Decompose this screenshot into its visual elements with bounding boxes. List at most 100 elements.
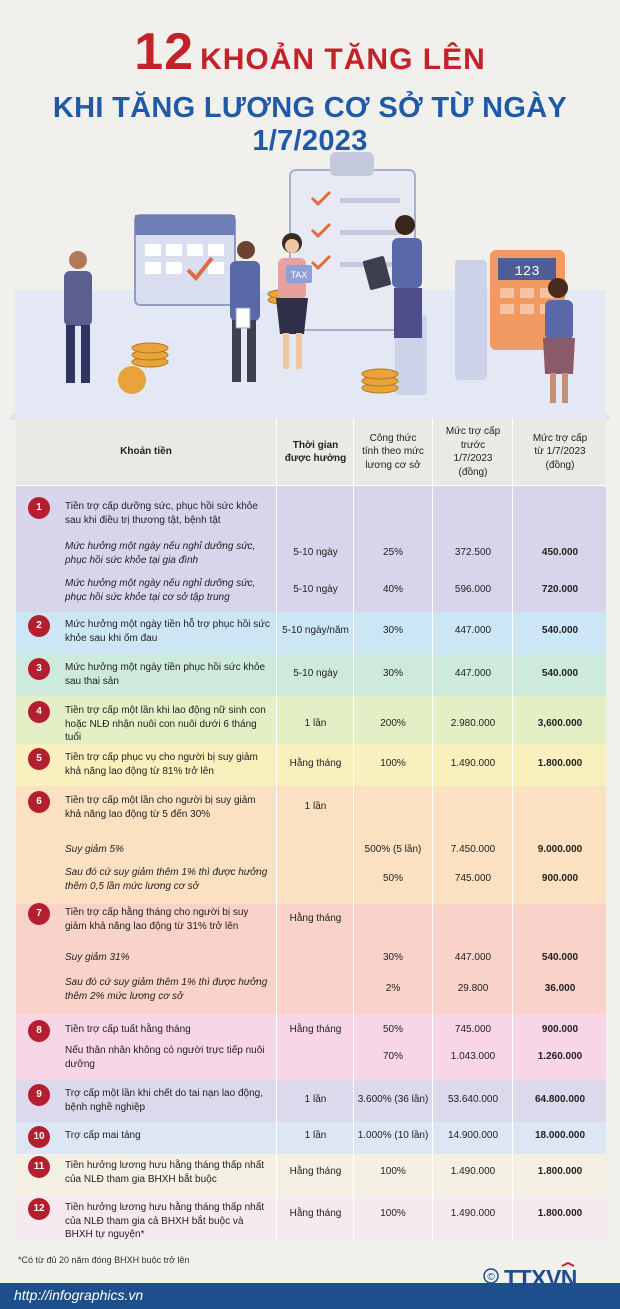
cell-time: Hằng tháng [289,913,342,924]
cell-formula: 40% [382,584,403,595]
cell-description: Trợ cấp một lần khi chết do tai nạn lao … [65,1088,263,1113]
cell-after: 36.000 [544,983,576,994]
cell-before: 2.980.000 [450,718,496,729]
cell-time: Hằng tháng [289,758,342,769]
cell-formula: 2% [385,983,401,994]
cell-before: 447.000 [454,952,492,963]
row-block-6 [16,786,606,904]
hero-illustration: 123 TAX [10,152,610,420]
row-block-11 [16,1154,606,1196]
cell-before: 745.000 [454,873,492,884]
row-block-4 [16,696,606,744]
cell-before: 1.043.000 [450,1051,496,1062]
cell-description: Tiền hưởng lương hưu hằng tháng thấp nhấ… [65,1160,265,1185]
cell-before: 14.900.000 [447,1130,499,1141]
header-after: Mức trợ cấp từ 1/7/2023 (đồng) [532,432,588,471]
row-number-badge: 8 [28,1020,50,1042]
cell-after: 540.000 [541,668,579,679]
cell-description: Sau đó cứ suy giảm thêm 1% thì được hưởn… [65,867,268,892]
cell-description: Tiền trợ cấp tuất hằng tháng [65,1024,191,1035]
cell-description: Mức hưởng một ngày nếu nghỉ dưỡng sức, p… [65,541,256,566]
cell-before: 1.490.000 [450,1166,496,1177]
cell-before: 447.000 [454,668,492,679]
cell-formula: 25% [382,547,403,558]
cell-description: Suy giảm 31% [65,952,130,963]
col-divider [353,418,354,1240]
row-number-badge: 6 [28,791,50,813]
row-number-badge: 9 [28,1084,50,1106]
header-item: Khoản tiền [120,446,172,458]
cell-after: 3,600.000 [537,718,583,729]
row-block-9 [16,1080,606,1122]
cell-time: 1 lần [304,1130,327,1141]
row-block-10 [16,1122,606,1154]
cell-description: Mức hưởng một ngày tiền hỗ trợ phục hồi … [65,619,270,644]
row-block-1 [16,486,606,612]
row-number-badge: 4 [28,701,50,723]
cell-after: 18.000.000 [534,1130,586,1141]
cell-after: 900.000 [541,873,579,884]
cell-after: 1.800.000 [537,1166,583,1177]
row-number-badge: 5 [28,748,50,770]
title-line2: KHI TĂNG LƯƠNG CƠ SỞ TỪ NGÀY 1/7/2023 [52,92,568,157]
header-formula: Công thức tính theo mức lương cơ sở [362,432,424,471]
cell-formula: 1.000% (10 lần) [357,1130,429,1141]
cell-time: 5-10 ngày [293,547,338,558]
source-url[interactable]: http://infographics.vn [14,1287,144,1303]
row-block-2 [16,612,606,654]
table-header: Khoản tiền Thời gian được hưởng Công thứ… [16,418,606,486]
cell-description: Tiền trợ cấp một lần khi lao động nữ sin… [65,705,266,743]
allowance-table: Khoản tiền Thời gian được hưởng Công thứ… [16,418,606,1240]
cell-after: 9.000.000 [537,844,583,855]
cell-formula: 3.600% (36 lần) [357,1094,429,1105]
cell-description: Tiền trợ cấp phục vụ cho người bị suy gi… [65,752,258,777]
cell-time: 5-10 ngày [293,668,338,679]
cell-formula: 200% [380,718,406,729]
cell-formula: 30% [382,668,403,679]
cell-before: 745.000 [454,1024,492,1035]
cell-after: 540.000 [541,625,579,636]
cell-description: Tiền trợ cấp dưỡng sức, phục hồi sức khỏ… [65,501,258,526]
cell-after: 1.800.000 [537,1208,583,1219]
cell-formula: 50% [382,873,403,884]
svg-text:TTXVN: TTXVN [504,1265,577,1291]
cell-time: 1 lần [304,1094,327,1105]
row-number-badge: 10 [28,1126,50,1148]
row-block-3 [16,654,606,696]
svg-text:TAX: TAX [291,270,308,280]
cell-after: 1.260.000 [537,1051,583,1062]
title-block: 12 KHOẢN TĂNG LÊN KHI TĂNG LƯƠNG CƠ SỞ TỪ… [0,26,620,158]
row-number-badge: 7 [28,903,50,925]
cell-description: Suy giảm 5% [65,844,124,855]
row-block-12 [16,1196,606,1240]
cell-before: 447.000 [454,625,492,636]
row-block-5 [16,744,606,786]
cell-before: 29.800 [457,983,489,994]
footer-bar [0,1283,620,1309]
cell-description: Tiền trợ cấp hằng tháng cho người bị suy… [65,907,249,932]
header-before: Mức trợ cấp trước 1/7/2023 (đồng) [445,426,501,478]
cell-time: 1 lần [304,801,327,812]
cell-description: Mức hưởng một ngày nếu nghỉ dưỡng sức, p… [65,578,256,603]
cell-time: 1 lần [304,718,327,729]
row-block-7 [16,904,606,1014]
row-block-8 [16,1014,606,1080]
cell-formula: 70% [382,1051,403,1062]
cell-after: 900.000 [541,1024,579,1035]
cell-formula: 100% [380,1166,406,1177]
cell-time: Hằng tháng [289,1166,342,1177]
cell-after: 720.000 [541,584,579,595]
svg-text:Vietnam News Agency: Vietnam News Agency [524,1291,584,1297]
row-number-badge: 11 [28,1156,50,1178]
cell-formula: 100% [380,1208,406,1219]
col-divider [276,418,277,1240]
cell-before: 372.500 [454,547,492,558]
cell-description: Tiền trợ cấp một lần cho người bị suy gi… [65,795,256,820]
cell-time: Hằng tháng [289,1024,342,1035]
cell-description: Sau đó cứ suy giảm thêm 1% thì được hưởn… [65,977,268,1002]
ttxvn-logo: © TTXVN Vietnam News Agency [483,1262,584,1297]
cell-before: 1.490.000 [450,1208,496,1219]
cell-before: 1.490.000 [450,758,496,769]
cell-description: Trợ cấp mai táng [65,1130,141,1141]
cell-description: Nếu thân nhân không có người trực tiếp n… [65,1045,265,1070]
